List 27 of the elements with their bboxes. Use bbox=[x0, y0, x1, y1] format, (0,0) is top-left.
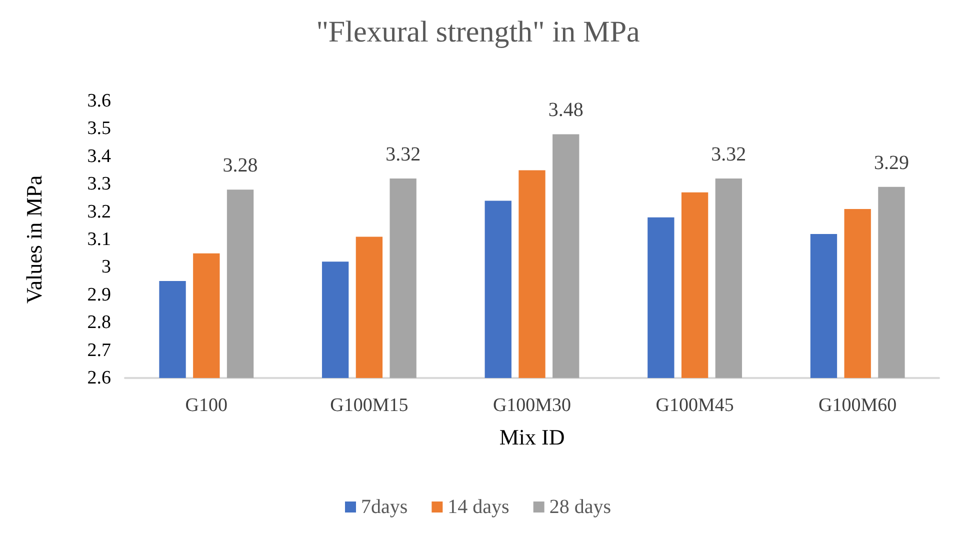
x-tick-label: G100M60 bbox=[818, 395, 897, 416]
y-tick-label: 3.3 bbox=[87, 174, 111, 195]
y-tick-label: 3 bbox=[102, 256, 111, 278]
x-axis-title: Mix ID bbox=[499, 424, 565, 450]
data-label: 3.48 bbox=[548, 99, 584, 122]
y-tick-label: 2.7 bbox=[87, 340, 111, 361]
y-tick-label: 3.6 bbox=[87, 90, 111, 112]
legend-label: 28 days bbox=[549, 496, 612, 518]
data-label: 3.29 bbox=[874, 152, 909, 174]
chart-title: "Flexural strength" in MPa bbox=[316, 16, 640, 48]
y-tick-label: 2.6 bbox=[87, 368, 111, 388]
x-tick-label: G100M45 bbox=[656, 395, 734, 416]
data-label: 3.32 bbox=[711, 144, 746, 166]
data-label: 3.32 bbox=[386, 144, 421, 166]
x-tick-label: G100M15 bbox=[330, 395, 408, 416]
x-tick-label: G100 bbox=[185, 395, 228, 416]
x-tick-label: G100M30 bbox=[492, 395, 572, 416]
y-tick-label: 3.5 bbox=[87, 118, 111, 140]
y-axis-title: Values in MPa bbox=[22, 175, 46, 304]
legend-label: 7days bbox=[361, 496, 408, 518]
y-tick-label: 2.9 bbox=[87, 284, 111, 306]
y-tick-label: 3.4 bbox=[87, 146, 112, 167]
data-label: 3.28 bbox=[222, 154, 258, 177]
y-tick-label: 3.2 bbox=[87, 201, 111, 222]
y-tick-label: 3.1 bbox=[87, 229, 111, 250]
legend-label: 14 days bbox=[448, 496, 510, 518]
y-tick-label: 2.8 bbox=[87, 312, 111, 334]
